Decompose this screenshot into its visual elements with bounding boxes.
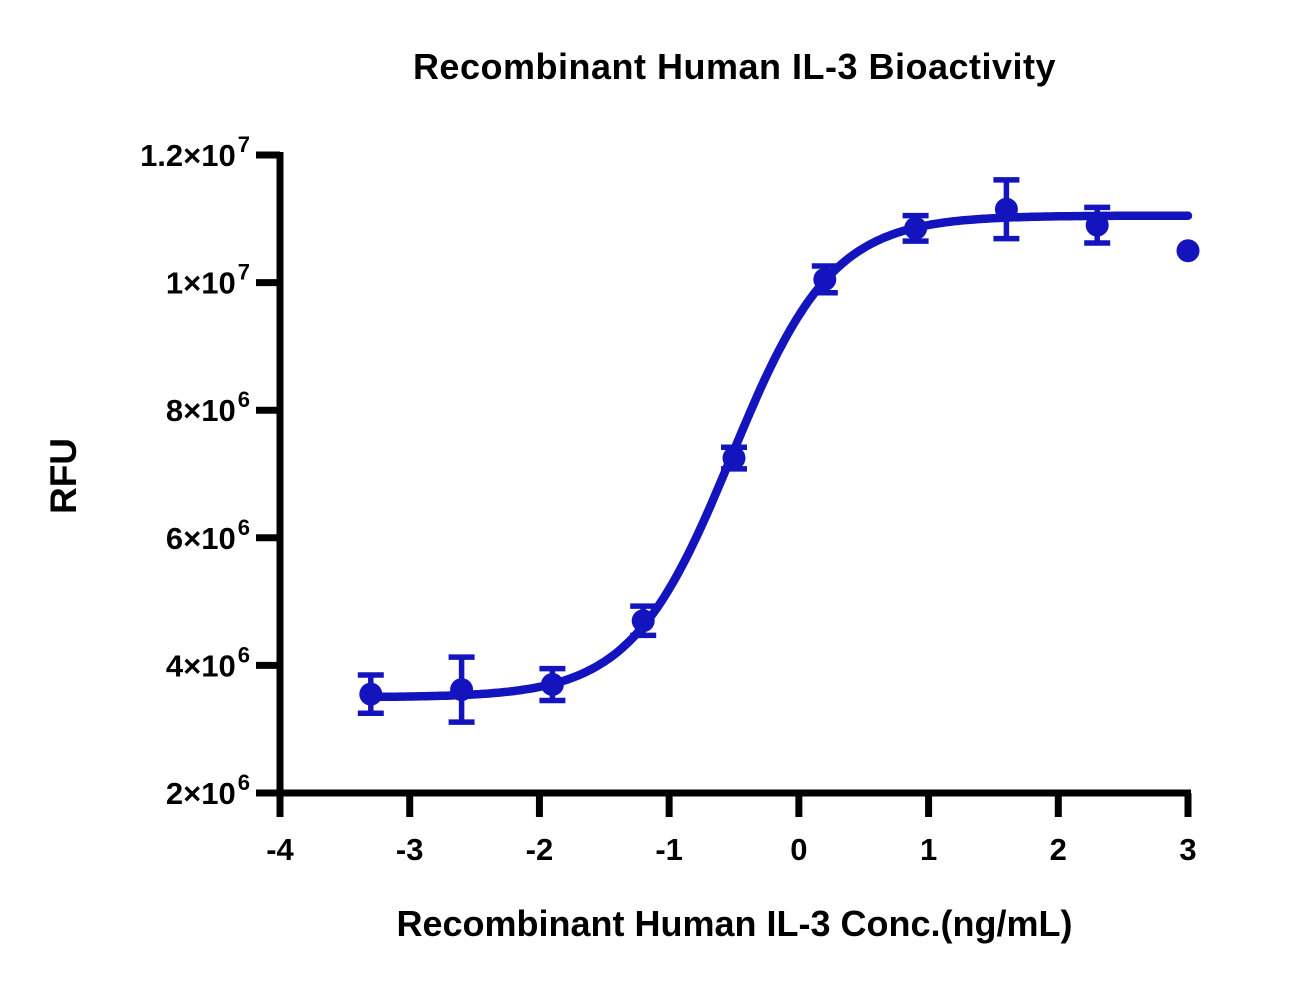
- data-point: [722, 446, 746, 470]
- fit-curve: [366, 211, 1193, 702]
- y-tick-label: 2×106: [166, 770, 250, 811]
- data-point: [359, 682, 383, 706]
- y-tick-label: 4×106: [166, 642, 250, 683]
- y-tick-label: 8×106: [166, 387, 250, 428]
- x-axis-title: Recombinant Human IL-3 Conc.(ng/mL): [396, 903, 1073, 944]
- data-point: [450, 678, 474, 702]
- y-tick-label: 6×106: [166, 515, 250, 556]
- x-tick-label: 2: [1050, 832, 1067, 867]
- x-tick-label: -3: [396, 832, 424, 867]
- data-point: [540, 673, 564, 697]
- x-tick-label: -1: [655, 832, 683, 867]
- y-tick-label: 1.2×107: [140, 132, 250, 173]
- data-point: [904, 216, 928, 240]
- x-tick-label: 0: [790, 832, 807, 867]
- data-point: [631, 609, 655, 633]
- x-tick-label: 3: [1179, 832, 1196, 867]
- data-point: [994, 197, 1018, 221]
- data-point: [1085, 213, 1109, 237]
- y-tick-label: 1×107: [166, 260, 250, 301]
- x-tick-label: 1: [920, 832, 937, 867]
- x-tick-label: -4: [266, 832, 294, 867]
- data-point: [813, 267, 837, 291]
- x-tick-label: -2: [526, 832, 554, 867]
- data-point: [1176, 239, 1200, 263]
- chart-title: Recombinant Human IL-3 Bioactivity: [412, 46, 1057, 87]
